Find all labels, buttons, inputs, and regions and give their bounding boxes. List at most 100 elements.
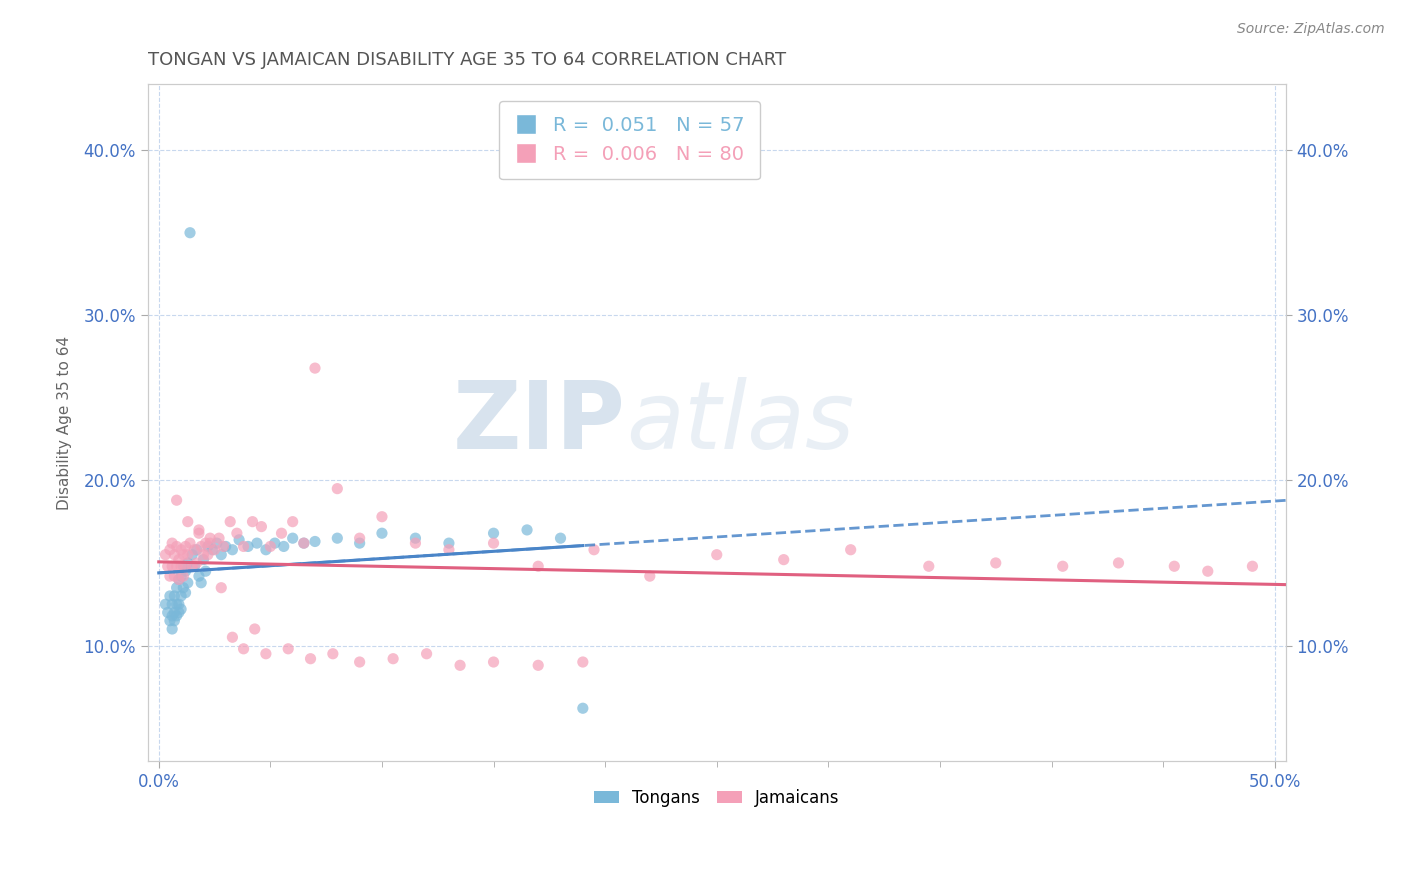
Point xyxy=(190,540,212,554)
Point xyxy=(187,569,209,583)
Point xyxy=(371,526,394,541)
Point xyxy=(160,608,183,623)
Point xyxy=(219,515,242,529)
Point xyxy=(190,575,212,590)
Point xyxy=(299,651,322,665)
Point xyxy=(243,622,266,636)
Point xyxy=(322,647,344,661)
Point xyxy=(167,606,190,620)
Point xyxy=(201,542,224,557)
Point xyxy=(236,540,259,554)
Point xyxy=(482,536,505,550)
Point xyxy=(246,536,269,550)
Point xyxy=(159,542,181,557)
Point xyxy=(167,552,190,566)
Point xyxy=(582,542,605,557)
Point xyxy=(221,542,243,557)
Point xyxy=(706,548,728,562)
Point xyxy=(163,569,186,583)
Point xyxy=(273,540,295,554)
Point xyxy=(163,606,186,620)
Point xyxy=(160,597,183,611)
Point xyxy=(242,515,264,529)
Point xyxy=(1241,559,1264,574)
Point xyxy=(163,548,186,562)
Point xyxy=(572,655,595,669)
Point xyxy=(209,581,232,595)
Point xyxy=(277,641,299,656)
Point xyxy=(572,701,595,715)
Point xyxy=(186,542,208,557)
Point xyxy=(160,536,183,550)
Point xyxy=(174,585,197,599)
Point xyxy=(1108,556,1130,570)
Point xyxy=(179,226,201,240)
Point xyxy=(172,548,194,562)
Point xyxy=(281,515,304,529)
Point xyxy=(437,542,460,557)
Point xyxy=(160,622,183,636)
Point xyxy=(198,536,221,550)
Point xyxy=(1197,564,1219,578)
Point xyxy=(155,597,177,611)
Point xyxy=(482,526,505,541)
Point xyxy=(437,536,460,550)
Point xyxy=(638,569,661,583)
Point xyxy=(984,556,1007,570)
Point xyxy=(225,526,247,541)
Y-axis label: Disability Age 35 to 64: Disability Age 35 to 64 xyxy=(58,335,72,509)
Point xyxy=(349,531,371,545)
Point xyxy=(228,533,250,547)
Point xyxy=(259,540,281,554)
Point xyxy=(208,531,231,545)
Point xyxy=(254,542,277,557)
Point xyxy=(187,526,209,541)
Point xyxy=(371,509,394,524)
Point xyxy=(527,658,550,673)
Point xyxy=(186,556,208,570)
Point xyxy=(166,608,188,623)
Point xyxy=(183,559,205,574)
Point xyxy=(174,564,197,578)
Point xyxy=(382,651,405,665)
Point xyxy=(156,559,179,574)
Point xyxy=(159,614,181,628)
Point xyxy=(254,647,277,661)
Point xyxy=(174,540,197,554)
Point xyxy=(250,519,273,533)
Point xyxy=(232,641,254,656)
Point xyxy=(221,630,243,644)
Point xyxy=(159,589,181,603)
Point xyxy=(193,552,215,566)
Text: ZIP: ZIP xyxy=(453,376,626,468)
Point xyxy=(449,658,471,673)
Point xyxy=(183,542,205,557)
Point xyxy=(166,597,188,611)
Point xyxy=(415,647,437,661)
Point xyxy=(404,536,426,550)
Text: TONGAN VS JAMAICAN DISABILITY AGE 35 TO 64 CORRELATION CHART: TONGAN VS JAMAICAN DISABILITY AGE 35 TO … xyxy=(148,51,786,69)
Point xyxy=(197,548,219,562)
Point xyxy=(194,536,217,550)
Point xyxy=(304,534,326,549)
Point xyxy=(160,559,183,574)
Point xyxy=(918,559,941,574)
Point xyxy=(349,655,371,669)
Point xyxy=(172,569,194,583)
Point xyxy=(163,614,186,628)
Point xyxy=(166,493,188,508)
Point xyxy=(304,361,326,376)
Point xyxy=(179,536,201,550)
Point xyxy=(172,559,194,574)
Point xyxy=(404,531,426,545)
Point xyxy=(159,569,181,583)
Point xyxy=(193,548,215,562)
Point xyxy=(1052,559,1074,574)
Point xyxy=(349,536,371,550)
Text: atlas: atlas xyxy=(626,377,853,468)
Point xyxy=(270,526,292,541)
Point xyxy=(177,548,200,562)
Point xyxy=(155,548,177,562)
Point xyxy=(177,556,200,570)
Point xyxy=(177,515,200,529)
